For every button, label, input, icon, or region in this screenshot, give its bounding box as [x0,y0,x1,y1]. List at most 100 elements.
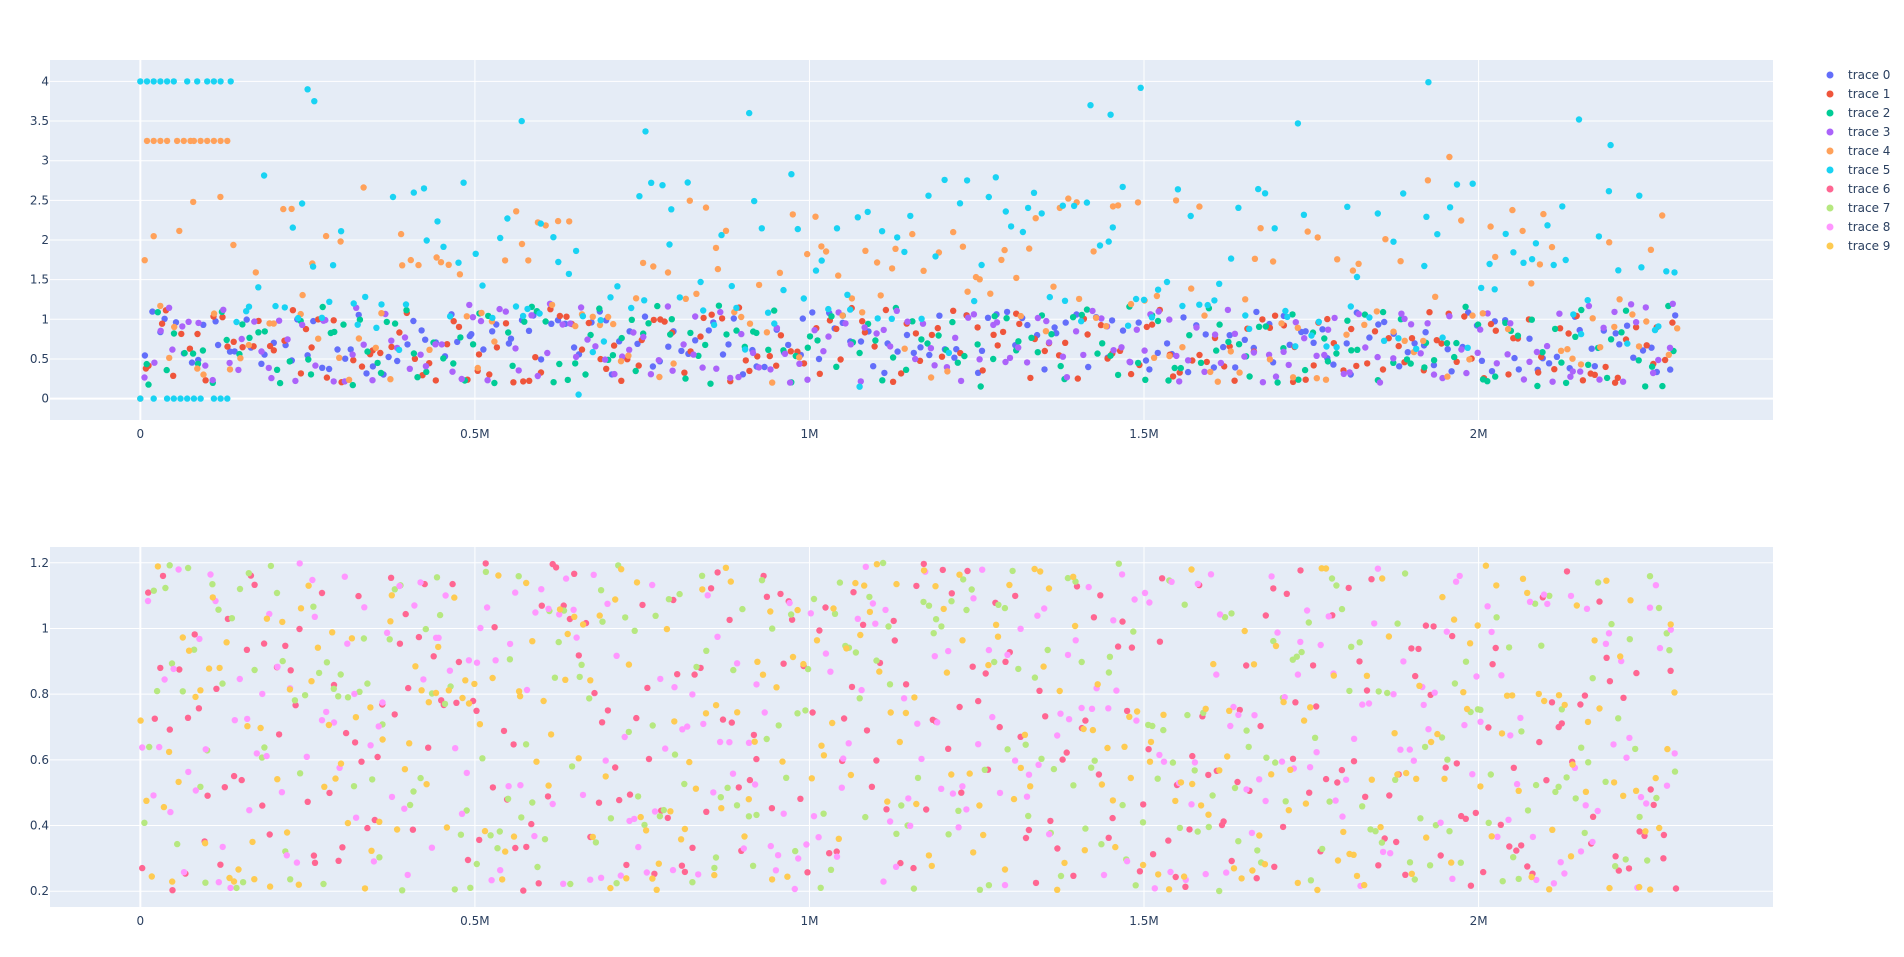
data-point [647,371,655,378]
legend-item[interactable]: trace 6 [1826,182,1891,196]
data-point [1437,819,1444,826]
data-point [502,848,509,855]
data-point [1009,567,1016,575]
data-point [1557,859,1564,866]
data-point [1194,828,1201,835]
data-point [1674,325,1681,332]
data-point [175,566,182,573]
data-point [374,753,381,761]
data-point [1003,308,1011,316]
data-point [481,827,489,835]
data-point [1235,711,1242,719]
data-point [1348,347,1355,354]
data-point [137,395,144,402]
data-point [397,230,405,238]
data-point [245,570,252,577]
data-point [1626,636,1634,643]
data-point [196,635,203,643]
bottom-subplot[interactable]: 0 0.5M 1M 1.5M 2M0.20.40.60.811.2 [30,547,1773,928]
data-point [681,825,689,833]
data-point [938,353,946,360]
data-point [1074,375,1082,382]
data-point [1672,312,1679,319]
data-point [432,689,440,697]
data-point [800,295,807,302]
data-point [1268,573,1275,580]
data-point [1532,240,1540,247]
data-point [976,802,983,809]
legend-label: trace 6 [1848,182,1890,196]
legend-item[interactable]: trace 7 [1826,201,1891,215]
data-point [399,262,406,269]
data-point [695,871,702,878]
data-point [307,371,315,378]
data-point [1606,239,1613,246]
data-point [1671,269,1678,276]
legend-item[interactable]: trace 5 [1826,163,1891,177]
series-trace-3 [141,300,1677,386]
legend-item[interactable]: trace 9 [1826,239,1891,253]
data-point [1524,807,1532,814]
data-point [1096,242,1104,249]
data-point [1044,646,1051,654]
data-point [1002,658,1009,665]
data-point [512,844,519,852]
data-point [238,776,245,784]
data-point [1255,323,1263,330]
data-point [1443,340,1451,347]
data-point [722,227,730,234]
data-point [1319,845,1326,853]
data-point [1484,378,1491,385]
data-point [472,250,479,257]
data-point [1534,382,1541,390]
data-point [458,810,466,817]
data-point [1119,183,1126,191]
data-point [402,301,410,308]
legend-item[interactable]: trace 1 [1826,87,1891,101]
data-point [763,735,770,743]
data-point [1484,310,1491,317]
data-point [572,247,580,255]
data-point [244,715,251,723]
legend-item[interactable]: trace 3 [1826,125,1891,139]
data-point [1228,610,1235,617]
data-point [420,676,427,683]
data-point [230,338,237,345]
legend-item[interactable]: trace 2 [1826,106,1891,120]
data-point [1165,377,1172,384]
legend-item[interactable]: trace 8 [1826,220,1891,234]
data-point [1179,344,1186,351]
data-point [170,395,177,402]
data-point [780,286,787,294]
data-point [1519,575,1527,582]
data-point [1098,315,1105,322]
data-point [825,305,832,313]
data-point [1081,847,1089,854]
data-point [992,621,1000,628]
data-point [753,681,760,688]
data-point [812,213,819,220]
data-point [1488,628,1495,636]
data-point [1591,363,1599,370]
legend-item[interactable]: trace 0 [1826,68,1891,82]
data-point [1165,837,1172,844]
data-point [489,314,496,322]
data-point [1037,568,1044,575]
legend-item[interactable]: trace 4 [1826,144,1891,158]
data-point [337,238,344,245]
data-point [1213,347,1220,354]
data-point [1110,347,1117,354]
data-point [1417,815,1424,822]
data-point [480,346,487,353]
data-point [966,770,973,777]
data-point [956,200,964,207]
data-point [554,217,562,225]
data-point [555,258,562,266]
data-point [565,270,573,278]
data-point [350,783,358,790]
data-point [1270,637,1277,645]
data-point [1026,245,1033,252]
data-point [322,232,330,240]
